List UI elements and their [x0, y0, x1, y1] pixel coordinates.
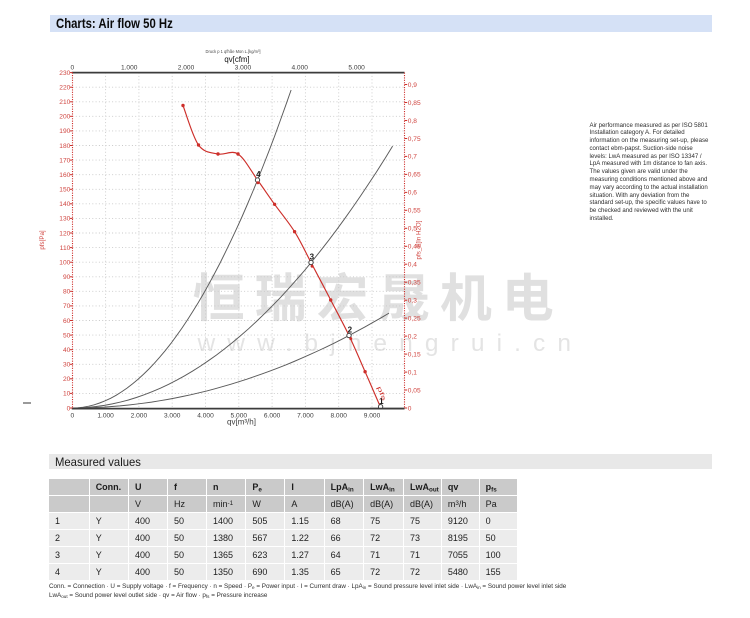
- svg-text:8.000: 8.000: [330, 413, 347, 420]
- svg-text:Druck p 1 qfhße Mon L.[kg/m³]: Druck p 1 qfhße Mon L.[kg/m³]: [206, 49, 261, 54]
- svg-text:0,2: 0,2: [408, 333, 417, 340]
- svg-text:pfs: pfs: [375, 386, 386, 402]
- svg-text:1.000: 1.000: [97, 413, 114, 420]
- svg-text:130: 130: [59, 216, 70, 223]
- svg-text:10: 10: [63, 391, 71, 398]
- svg-text:0: 0: [70, 65, 74, 72]
- svg-text:60: 60: [63, 318, 71, 325]
- svg-text:0,15: 0,15: [408, 351, 421, 358]
- svg-text:100: 100: [59, 260, 70, 267]
- svg-text:0: 0: [408, 405, 412, 412]
- svg-text:5.000: 5.000: [231, 413, 248, 420]
- svg-text:pfs[Pa]: pfs[Pa]: [39, 230, 46, 250]
- svg-text:6.000: 6.000: [264, 413, 281, 420]
- svg-text:90: 90: [63, 274, 71, 281]
- svg-text:40: 40: [63, 347, 71, 354]
- svg-text:230: 230: [59, 70, 70, 77]
- svg-text:0,35: 0,35: [408, 280, 421, 287]
- svg-text:2.000: 2.000: [178, 65, 195, 72]
- svg-text:pfs_E[In H2O]: pfs_E[In H2O]: [416, 220, 423, 259]
- svg-text:50: 50: [63, 332, 71, 339]
- svg-text:70: 70: [63, 303, 71, 310]
- svg-text:1: 1: [379, 397, 384, 406]
- svg-text:210: 210: [59, 99, 70, 106]
- svg-text:0,55: 0,55: [408, 208, 421, 215]
- svg-text:qv[cfm]: qv[cfm]: [224, 55, 249, 64]
- svg-text:2: 2: [348, 326, 353, 335]
- svg-text:0,4: 0,4: [408, 262, 417, 269]
- svg-text:0,7: 0,7: [408, 154, 417, 161]
- svg-text:0,3: 0,3: [408, 298, 417, 305]
- svg-text:0,65: 0,65: [408, 172, 421, 179]
- svg-text:3.000: 3.000: [164, 413, 181, 420]
- svg-text:0,1: 0,1: [408, 369, 417, 376]
- svg-text:0,5: 0,5: [408, 226, 417, 233]
- svg-text:7.000: 7.000: [297, 413, 314, 420]
- svg-text:150: 150: [59, 187, 70, 194]
- svg-text:140: 140: [59, 201, 70, 208]
- svg-text:2.000: 2.000: [131, 413, 148, 420]
- svg-text:0,75: 0,75: [408, 136, 421, 143]
- svg-text:30: 30: [63, 362, 71, 369]
- svg-text:0,6: 0,6: [408, 190, 417, 197]
- svg-text:3.000: 3.000: [235, 65, 252, 72]
- svg-text:0: 0: [70, 413, 74, 420]
- svg-text:190: 190: [59, 128, 70, 135]
- svg-text:80: 80: [63, 289, 71, 296]
- svg-text:0,05: 0,05: [408, 387, 421, 394]
- svg-text:110: 110: [60, 245, 71, 252]
- svg-text:4.000: 4.000: [291, 65, 308, 72]
- svg-text:qv[m³/h]: qv[m³/h]: [227, 417, 256, 426]
- svg-text:120: 120: [59, 230, 70, 237]
- svg-text:1.000: 1.000: [121, 65, 138, 72]
- svg-text:9.000: 9.000: [364, 413, 381, 420]
- svg-text:0,25: 0,25: [408, 315, 421, 322]
- svg-text:160: 160: [59, 172, 70, 179]
- svg-text:0,8: 0,8: [408, 118, 417, 125]
- svg-text:4: 4: [256, 170, 261, 179]
- svg-text:220: 220: [59, 85, 70, 92]
- svg-text:0,85: 0,85: [408, 100, 421, 107]
- svg-text:180: 180: [59, 143, 70, 150]
- svg-text:170: 170: [59, 157, 70, 164]
- svg-text:20: 20: [63, 376, 71, 383]
- svg-text:5.000: 5.000: [348, 65, 365, 72]
- svg-text:200: 200: [59, 114, 70, 121]
- svg-text:0,9: 0,9: [408, 82, 417, 89]
- svg-text:4.000: 4.000: [197, 413, 214, 420]
- svg-text:0,45: 0,45: [408, 244, 421, 251]
- svg-text:0: 0: [67, 405, 71, 412]
- svg-text:3: 3: [310, 253, 315, 262]
